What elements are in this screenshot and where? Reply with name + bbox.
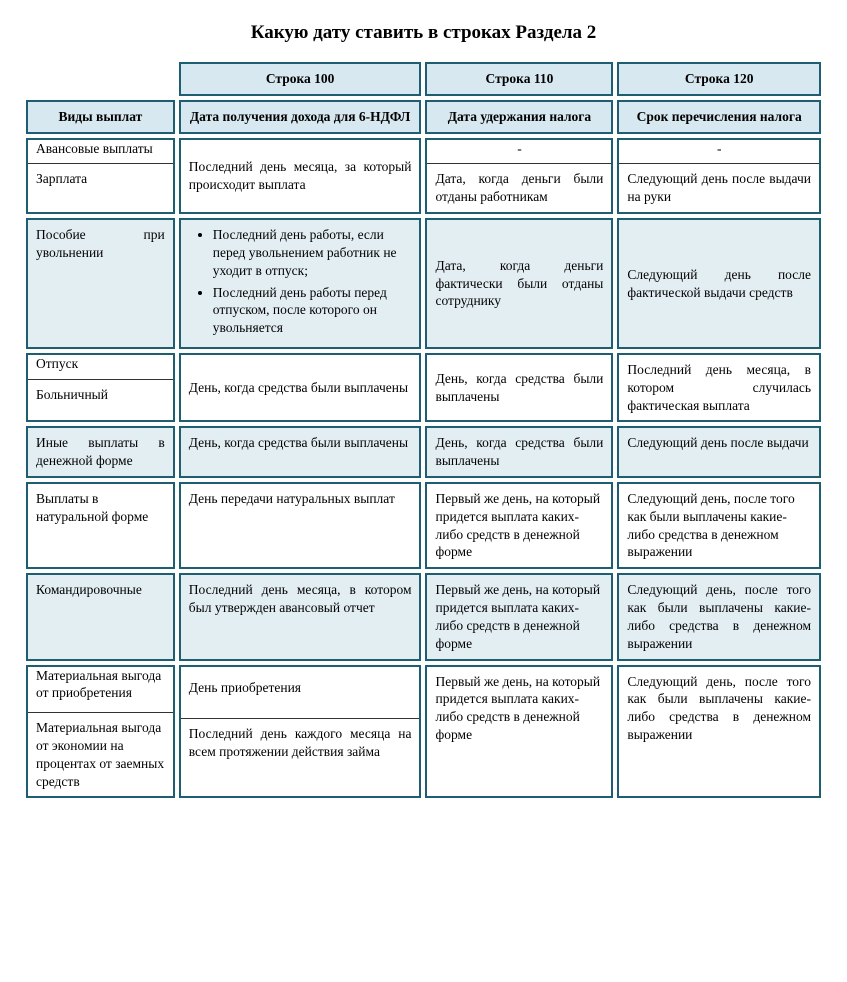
cell-type: Пособие при увольнении [26,218,175,349]
table-row: Авансовые выплаты Зарплата Последний ден… [26,138,821,214]
cell-subvalue: Зарплата [36,164,165,188]
table-row: Отпуск Больничный День, когда средства б… [26,353,821,422]
cell-c3: Следующий день после фактической выдачи … [617,218,821,349]
col-header-c1: Дата получения дохода для 6-НДФЛ [179,100,422,134]
header-row-2: Виды выплат Дата получения дохода для 6-… [26,100,821,134]
cell-type: Авансовые выплаты Зарплата [26,138,175,214]
col-header-stroka110: Строка 110 [425,62,613,96]
cell-c2: Первый же день, на который придется выпл… [425,482,613,569]
empty-cell [26,62,175,96]
cell-subvalue: Последний день каждого месяца на всем пр… [189,719,412,761]
cell-type: Выплаты в натуральной форме [26,482,175,569]
cell-type: Материальная выгода от приобретения Мате… [26,665,175,799]
cell-subvalue: - [427,140,611,165]
cell-c1: День передачи натуральных выплат [179,482,422,569]
col-header-stroka120: Строка 120 [617,62,821,96]
cell-type: Отпуск Больничный [26,353,175,422]
col-header-c3: Срок перечисления налога [617,100,821,134]
cell-c1: День, когда средства были выплачены [179,353,422,422]
cell-c1: День, когда средства были выплачены [179,426,422,478]
cell-subvalue: Следующий день после выдачи на руки [627,164,811,206]
cell-c1: День приобретения Последний день каждого… [179,665,422,799]
cell-c3: Следующий день, после того как были выпл… [617,482,821,569]
cell-subvalue: Материальная выгода от экономии на проце… [36,713,165,790]
cell-subvalue: Дата, когда деньги были отданы работника… [435,164,603,206]
cell-subvalue: Материальная выгода от приобретения [28,667,173,714]
bullet-item: Последний день работы, если перед увольн… [213,226,412,279]
cell-c2: День, когда средства были выплачены [425,426,613,478]
cell-c2: Первый же день, на который придется выпл… [425,573,613,660]
header-row-1: Строка 100 Строка 110 Строка 120 [26,62,821,96]
cell-c2: - Дата, когда деньги были отданы работни… [425,138,613,214]
cell-c2: Дата, когда деньги фактически были отдан… [425,218,613,349]
cell-subvalue: - [619,140,819,165]
table-row: Выплаты в натуральной форме День передач… [26,482,821,569]
cell-c3: Последний день месяца, в котором случила… [617,353,821,422]
table-row: Материальная выгода от приобретения Мате… [26,665,821,799]
cell-c1: Последний день работы, если перед увольн… [179,218,422,349]
table-row: Командировочные Последний день месяца, в… [26,573,821,660]
col-header-stroka100: Строка 100 [179,62,422,96]
cell-c1: Последний день месяца, в котором был утв… [179,573,422,660]
cell-subvalue: Отпуск [28,355,173,380]
table-row: Иные выплаты в денежной форме День, когд… [26,426,821,478]
page-title: Какую дату ставить в строках Раздела 2 [22,22,825,44]
cell-subvalue: Авансовые выплаты [28,140,173,165]
cell-c3: Следующий день после выдачи [617,426,821,478]
cell-type: Иные выплаты в денежной форме [26,426,175,478]
cell-subvalue: Больничный [36,380,165,404]
cell-subvalue: День приобретения [181,667,420,720]
cell-c1: Последний день месяца, за который происх… [179,138,422,214]
col-header-c2: Дата удержания налога [425,100,613,134]
cell-c2: День, когда средства были выплачены [425,353,613,422]
cell-c3: - Следующий день после выдачи на руки [617,138,821,214]
table-row: Пособие при увольнении Последний день ра… [26,218,821,349]
cell-type: Командировочные [26,573,175,660]
col-header-types: Виды выплат [26,100,175,134]
bullet-item: Последний день работы перед отпуском, по… [213,284,412,337]
main-table: Строка 100 Строка 110 Строка 120 Виды вы… [22,58,825,802]
cell-c3: Следующий день, после того как были выпл… [617,665,821,799]
cell-c3: Следующий день, после того как были выпл… [617,573,821,660]
cell-c2: Первый же день, на который придется выпл… [425,665,613,799]
